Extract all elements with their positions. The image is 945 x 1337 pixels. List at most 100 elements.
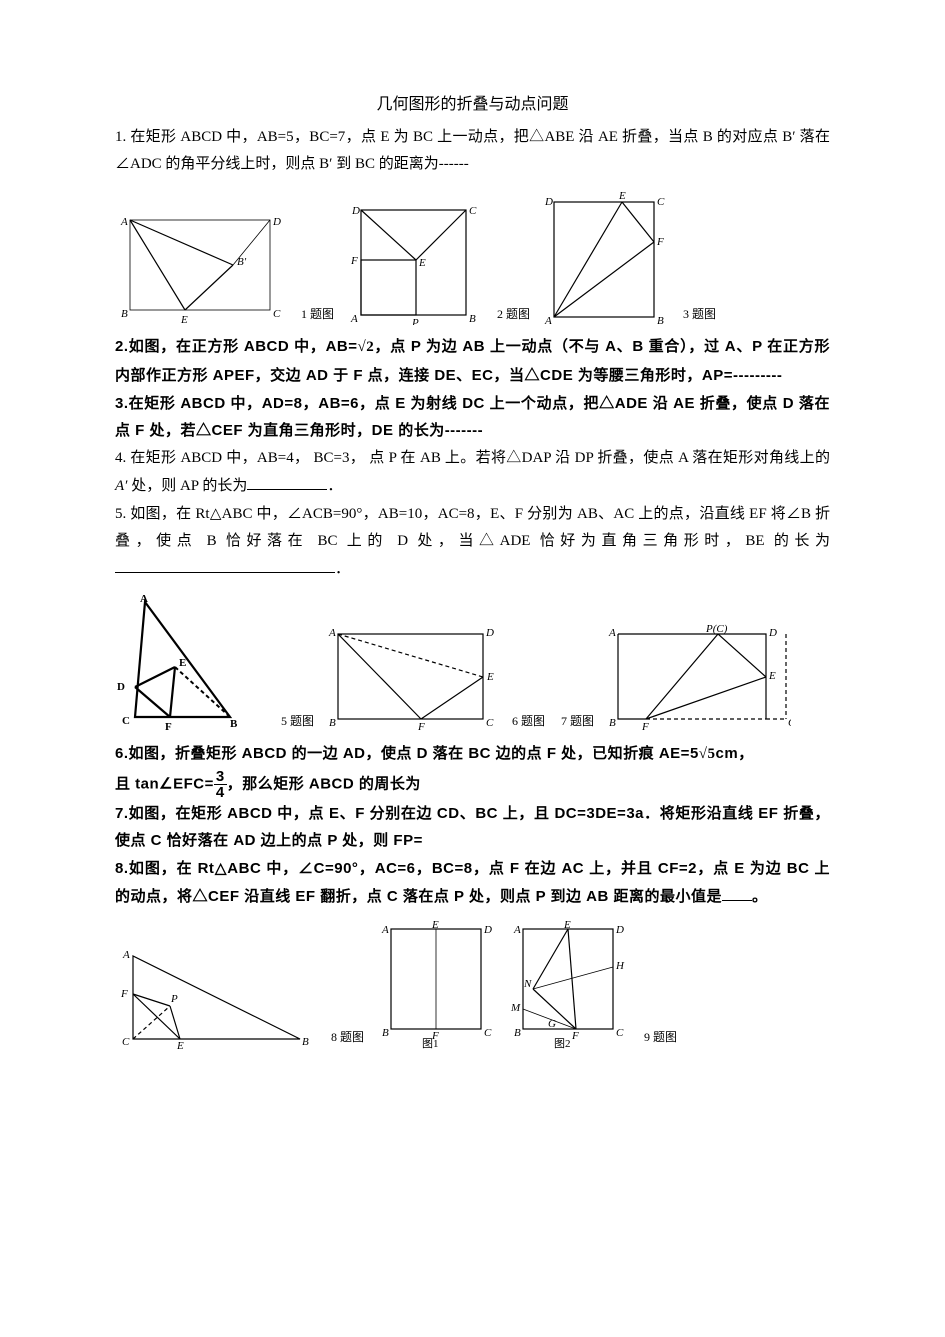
svg-text:A: A xyxy=(608,627,616,639)
svg-text:图1: 图1 xyxy=(422,1037,439,1049)
page-title: 几何图形的折叠与动点问题 xyxy=(115,90,830,120)
svg-text:P: P xyxy=(411,317,419,325)
problem-8-d: 。 xyxy=(752,888,768,905)
svg-text:A: A xyxy=(513,924,521,936)
problem-5-b: ． xyxy=(335,561,350,577)
problem-5: 5. 如图，在 Rt△ABC 中，∠ACB=90°，AB=10，AC=8，E、F… xyxy=(115,501,830,584)
problem-4: 4. 在矩形 ABCD 中，AB=4， BC=3， 点 P 在 AB 上。若将△… xyxy=(115,445,830,501)
blank-4 xyxy=(247,489,327,490)
svg-text:C: C xyxy=(469,205,477,217)
problem-8-c: CEF 沿直线 EF 翻折，点 C 落在点 P 处，则点 P 到边 AB 距离的… xyxy=(208,888,722,905)
svg-text:A: A xyxy=(122,949,130,961)
svg-text:C: C xyxy=(616,1027,624,1039)
fig-1-label: 1 题图 xyxy=(301,303,334,325)
svg-text:E: E xyxy=(563,919,571,931)
svg-text:P(C): P(C) xyxy=(705,623,728,635)
svg-text:C: C xyxy=(122,715,130,727)
figure-1: A D B C E B′ xyxy=(115,205,285,325)
svg-text:F: F xyxy=(120,988,128,1000)
tri-icon: △ xyxy=(196,422,212,439)
problem-4-b: 处，则 AP 的长为 xyxy=(131,478,247,494)
svg-text:B: B xyxy=(657,315,664,325)
figure-6: A D B C F E xyxy=(326,622,496,732)
svg-text:F: F xyxy=(417,721,425,732)
figure-3: D C A B E F xyxy=(542,187,667,325)
figure-9b: A D B C E F H N M G 图2 xyxy=(508,919,628,1049)
problem-3-c: CEF 为直角三角形时，DE 的长为------- xyxy=(212,422,484,439)
svg-text:B: B xyxy=(382,1027,389,1039)
figure-5: A D C B E F xyxy=(115,592,265,732)
svg-text:D: D xyxy=(351,205,360,217)
figure-row-1: A D B C E B′ 1 题图 D C A B F E P 2 题图 xyxy=(115,187,830,325)
svg-text:E: E xyxy=(179,657,186,669)
fig-2-label: 2 题图 xyxy=(497,303,530,325)
svg-text:C: C xyxy=(273,308,281,320)
figure-9a: A D B C E F 图1 xyxy=(376,919,496,1049)
tri-icon: △ xyxy=(525,367,541,384)
figure-7: A D B C P(C) E F xyxy=(606,622,791,732)
svg-text:D: D xyxy=(544,196,553,208)
sqrt5: √5 xyxy=(699,746,716,762)
svg-text:C: C xyxy=(122,1036,130,1048)
svg-text:A: A xyxy=(544,315,552,325)
svg-text:E: E xyxy=(486,671,494,683)
svg-text:F: F xyxy=(656,236,664,248)
figure-8: A C B F P E xyxy=(115,944,315,1049)
problem-6-c: 且 tan∠EFC= xyxy=(115,775,214,792)
svg-text:B: B xyxy=(121,308,128,320)
problem-2: 2.如图，在正方形 ABCD 中，AB=√2，点 P 为边 AB 上一动点（不与… xyxy=(115,333,830,390)
svg-text:A: A xyxy=(120,216,128,228)
svg-text:B: B xyxy=(230,718,238,730)
problem-5-a: 5. 如图，在 Rt△ABC 中，∠ACB=90°，AB=10，AC=8，E、F… xyxy=(115,506,830,550)
blank-8 xyxy=(722,900,752,901)
svg-text:B: B xyxy=(329,717,336,729)
tri-icon: △ xyxy=(599,395,615,412)
frac-den: 4 xyxy=(214,785,227,800)
figure-2: D C A B F E P xyxy=(346,200,481,325)
svg-text:M: M xyxy=(510,1002,521,1014)
svg-text:A: A xyxy=(381,924,389,936)
problem-8-a: 8.如图，在 Rt xyxy=(115,860,214,877)
svg-text:H: H xyxy=(615,960,625,972)
svg-text:D: D xyxy=(768,627,777,639)
svg-text:G: G xyxy=(548,1018,556,1030)
svg-text:B: B xyxy=(609,717,616,729)
svg-text:E: E xyxy=(180,314,188,325)
svg-text:N: N xyxy=(523,978,532,990)
svg-text:B: B xyxy=(469,313,476,325)
problem-2-a: 2.如图，在正方形 ABCD 中，AB= xyxy=(115,338,358,355)
blank-5 xyxy=(115,572,335,573)
figure-row-3: A C B F P E 8 题图 A D B C E F 图1 xyxy=(115,919,830,1049)
fig-7-label: 7 题图 xyxy=(561,710,594,732)
problem-8: 8.如图，在 Rt△ABC 中，∠C=90°，AC=6，BC=8，点 F 在边 … xyxy=(115,855,830,911)
problem-6-d: ，那么矩形 ABCD 的周长为 xyxy=(227,775,421,792)
fig-3-label: 3 题图 xyxy=(683,303,716,325)
problem-1: 1. 在矩形 ABCD 中，AB=5，BC=7，点 E 为 BC 上一动点，把△… xyxy=(115,124,830,180)
svg-text:F: F xyxy=(571,1030,579,1042)
svg-text:B′: B′ xyxy=(237,256,247,268)
svg-text:C: C xyxy=(486,717,494,729)
problem-4-c: ． xyxy=(327,478,342,494)
svg-text:D: D xyxy=(272,216,281,228)
problem-6-b: cm， xyxy=(716,745,754,762)
fraction-3-4: 34 xyxy=(214,769,227,800)
problem-3-a: 3.在矩形 ABCD 中，AD=8，AB=6，点 E 为射线 DC 上一个动点，… xyxy=(115,395,599,412)
svg-text:A: A xyxy=(328,627,336,639)
svg-text:D: D xyxy=(117,681,125,693)
svg-text:B: B xyxy=(514,1027,521,1039)
sqrt2: √2 xyxy=(358,339,375,355)
svg-text:A: A xyxy=(140,593,148,605)
svg-text:F: F xyxy=(641,721,649,732)
svg-text:图2: 图2 xyxy=(554,1037,571,1049)
problem-4-a: 4. 在矩形 ABCD 中，AB=4， BC=3， 点 P 在 AB 上。若将△… xyxy=(115,450,830,466)
frac-num: 3 xyxy=(214,769,227,785)
problem-3: 3.在矩形 ABCD 中，AD=8，AB=6，点 E 为射线 DC 上一个动点，… xyxy=(115,390,830,446)
svg-text:C: C xyxy=(657,196,665,208)
svg-text:E: E xyxy=(431,919,439,931)
figure-row-2: A D C B E F 5 题图 A D B C F E 6 题图 7 题图 xyxy=(115,592,830,732)
problem-4-Ap: A′ xyxy=(115,478,127,494)
fig-5-label: 5 题图 xyxy=(281,710,314,732)
svg-text:C: C xyxy=(484,1027,492,1039)
svg-text:E: E xyxy=(618,190,626,202)
fig-9-label: 9 题图 xyxy=(644,1026,677,1048)
